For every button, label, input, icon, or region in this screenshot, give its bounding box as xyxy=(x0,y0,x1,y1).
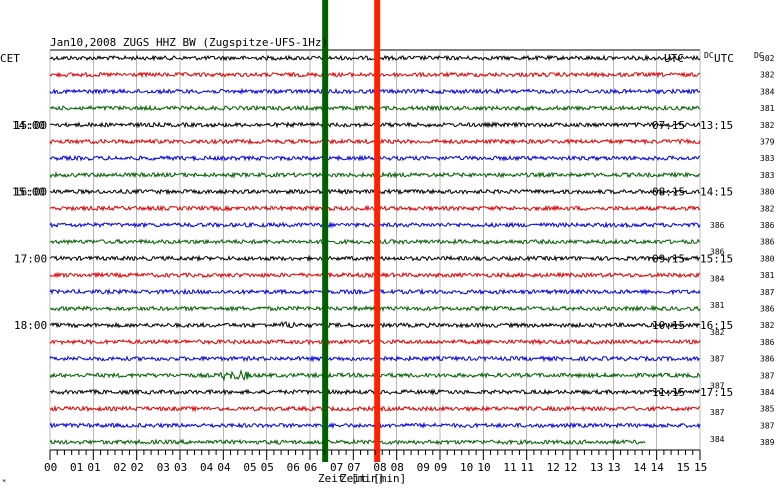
dc-value-col2: 382 xyxy=(710,328,725,337)
trace-24 xyxy=(49,438,646,446)
x-tick-label: 03 xyxy=(174,461,187,474)
dc-value: 302 xyxy=(760,54,775,63)
x-tick-label-offset: 14 xyxy=(633,461,647,474)
x-tick-label: 05 xyxy=(261,461,274,474)
right-time-label: 15:15 xyxy=(700,252,733,265)
left-time-label: 17:00 xyxy=(14,252,47,265)
x-tick-label: 13 xyxy=(607,461,620,474)
x-tick-label-offset: 02 xyxy=(113,461,126,474)
dc-value: 387 xyxy=(760,288,775,297)
x-axis-label: Zeit [min] xyxy=(318,472,384,485)
x-tick-label-offset: 07 xyxy=(330,461,343,474)
dc-value: 387 xyxy=(760,421,775,430)
x-tick-label: 07 xyxy=(347,461,360,474)
dc-value: 386 xyxy=(760,305,775,314)
dc-value: 386 xyxy=(760,221,775,230)
dc-value-col2: 387 xyxy=(710,408,725,417)
dc-value-col2: 381 xyxy=(710,301,725,310)
dc-value: 383 xyxy=(760,154,775,163)
x-tick-label-offset: 10 xyxy=(460,461,473,474)
left-time-label: 16:00 xyxy=(14,186,47,199)
x-tick-label: 14 xyxy=(651,461,665,474)
dc-value: 380 xyxy=(760,188,775,197)
dc-value: 382 xyxy=(760,121,775,130)
dc-value: 386 xyxy=(760,355,775,364)
x-tick-label: 15 xyxy=(694,461,707,474)
dc-label-2: DC xyxy=(754,51,764,60)
dc-value-col2: 386 xyxy=(710,221,725,230)
right-time-label: 13:15 xyxy=(700,119,733,132)
left-time-label: 15:00 xyxy=(14,119,47,132)
cet-label: CET xyxy=(0,52,20,65)
x-tick-label-offset: 09 xyxy=(417,461,430,474)
x-tick-label: 11 xyxy=(521,461,534,474)
x-tick-label-offset: 04 xyxy=(200,461,214,474)
dc-value: 385 xyxy=(760,405,775,414)
x-axis: 00 01 02 03 04 05 06 07 08 09 10 11 12 13 14 15 01 02 03 04… xyxy=(44,450,707,474)
right-time-label: 14:15 xyxy=(700,186,733,199)
x-tick-label: 12 xyxy=(564,461,577,474)
dc-value: 386 xyxy=(760,338,775,347)
right-time-label-overlay: 10:15 xyxy=(652,319,685,332)
time-labels: 15:0016:0017:0018:0014:0015:0007:1508:15… xyxy=(12,54,775,447)
x-tick-label-offset: 05 xyxy=(243,461,256,474)
event-markers xyxy=(322,0,381,462)
dc-value: 380 xyxy=(760,254,775,263)
x-tick-label-offset: 08 xyxy=(373,461,386,474)
dc-value: 386 xyxy=(760,238,775,247)
right-time-label-overlay: 09:15 xyxy=(652,252,685,265)
right-time-label-overlay: 08:15 xyxy=(652,186,685,199)
x-tick-label-offset: 01 xyxy=(70,461,83,474)
x-tick-label: 00 xyxy=(44,461,57,474)
x-tick-label-offset: 06 xyxy=(287,461,300,474)
right-time-label: 16:15 xyxy=(700,319,733,332)
dc-value: 384 xyxy=(760,388,775,397)
dc-value-col2: 387 xyxy=(710,381,725,390)
dc-value: 382 xyxy=(760,71,775,80)
x-tick-label-offset: 11 xyxy=(503,461,516,474)
dc-value: 382 xyxy=(760,204,775,213)
dc-value: 379 xyxy=(760,138,775,147)
dc-value-col2: 387 xyxy=(710,355,725,364)
utc-label-2: UTC xyxy=(714,52,734,65)
dc-value: 382 xyxy=(760,321,775,330)
dc-value-col2: 386 xyxy=(710,248,725,257)
utc-label-1: UTC xyxy=(664,52,684,65)
right-time-label-overlay: 11:15 xyxy=(652,386,685,399)
x-tick-label: 10 xyxy=(477,461,490,474)
left-time-label-overlay: 15:00 xyxy=(12,186,45,199)
x-tick-label: 09 xyxy=(434,461,447,474)
chart-title: Jan10,2008 ZUGS HHZ BW (Zugspitze-UFS-1H… xyxy=(50,36,328,49)
x-tick-label-offset: 03 xyxy=(157,461,170,474)
dc-value: 384 xyxy=(760,87,775,96)
x-tick-label: 01 xyxy=(87,461,100,474)
x-tick-label: 04 xyxy=(217,461,231,474)
dc-value-col2: 384 xyxy=(710,274,725,283)
corner-mark: * xyxy=(2,478,6,486)
x-tick-label-offset: 12 xyxy=(547,461,560,474)
right-time-label-overlay: 07:15 xyxy=(652,119,685,132)
left-time-label: 18:00 xyxy=(14,319,47,332)
x-tick-label: 02 xyxy=(131,461,144,474)
x-tick-label: 06 xyxy=(304,461,317,474)
dc-value: 383 xyxy=(760,171,775,180)
x-tick-label-offset: 13 xyxy=(590,461,603,474)
dc-value: 387 xyxy=(760,371,775,380)
left-time-label-overlay: 14:00 xyxy=(12,119,45,132)
dc-value: 389 xyxy=(760,438,775,447)
x-tick-label: 08 xyxy=(391,461,404,474)
dc-value-col2: 384 xyxy=(710,435,725,444)
right-time-label: 17:15 xyxy=(700,386,733,399)
dc-value: 381 xyxy=(760,104,775,113)
dc-value: 381 xyxy=(760,271,775,280)
x-tick-label-offset: 15 xyxy=(677,461,690,474)
x-axis-label-shadow: Zeit [min] xyxy=(340,472,406,485)
dc-label-1: DC xyxy=(704,51,714,60)
